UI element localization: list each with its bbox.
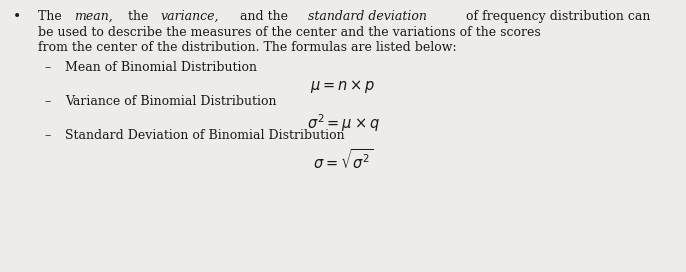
Text: be used to describe the measures of the center and the variations of the scores: be used to describe the measures of the … [38, 26, 541, 39]
Text: the: the [123, 10, 152, 23]
Text: –: – [44, 61, 50, 74]
Text: –: – [44, 95, 50, 108]
Text: –: – [44, 129, 50, 142]
Text: mean,: mean, [74, 10, 113, 23]
Text: Standard Deviation of Binomial Distribution: Standard Deviation of Binomial Distribut… [65, 129, 344, 142]
Text: $\sigma = \sqrt{\sigma^2}$: $\sigma = \sqrt{\sigma^2}$ [313, 148, 373, 172]
Text: $\mu = n \times p$: $\mu = n \times p$ [310, 78, 376, 95]
Text: Mean of Binomial Distribution: Mean of Binomial Distribution [65, 61, 257, 74]
Text: variance,: variance, [161, 10, 219, 23]
Text: Variance of Binomial Distribution: Variance of Binomial Distribution [65, 95, 276, 108]
Text: •: • [13, 10, 21, 24]
Text: and the: and the [236, 10, 292, 23]
Text: standard deviation: standard deviation [308, 10, 427, 23]
Text: $\sigma^2 = \mu \times q$: $\sigma^2 = \mu \times q$ [307, 112, 379, 134]
Text: of frequency distribution can: of frequency distribution can [462, 10, 650, 23]
Text: from the center of the distribution. The formulas are listed below:: from the center of the distribution. The… [38, 41, 457, 54]
Text: The: The [38, 10, 66, 23]
